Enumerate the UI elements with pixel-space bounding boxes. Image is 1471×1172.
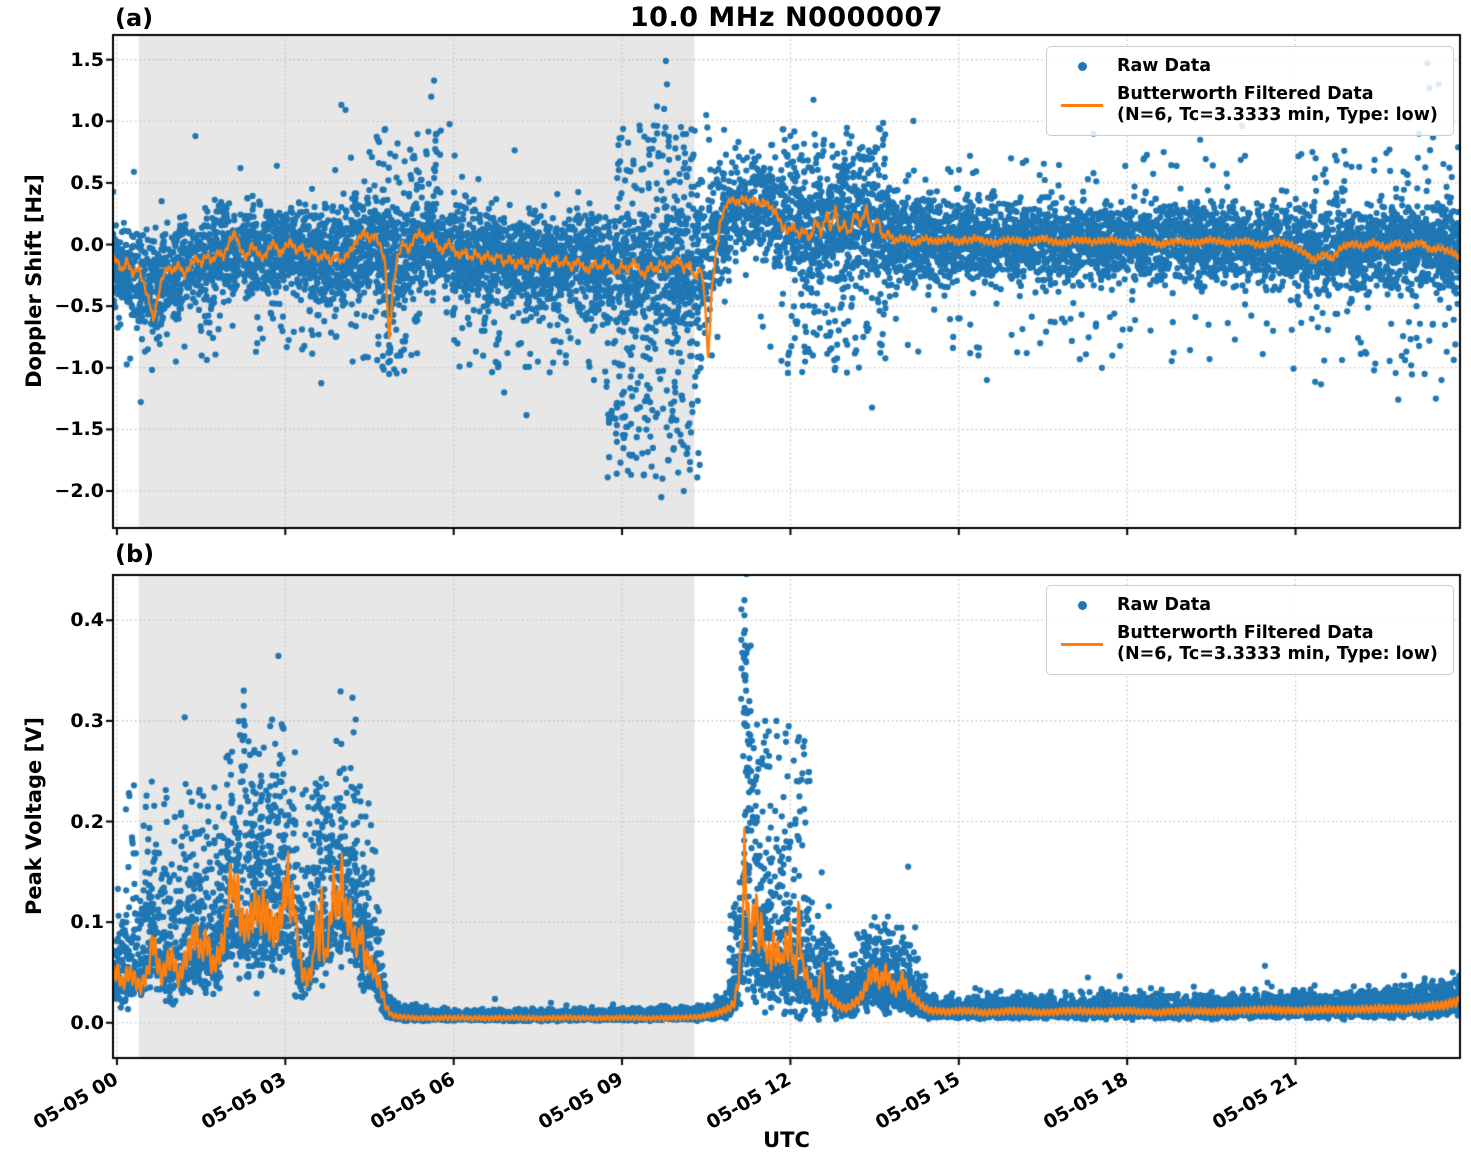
legend-item-filtered-data: Butterworth Filtered Data (N=6, Tc=3.333…	[1059, 623, 1443, 665]
legend-filtered-params: (N=6, Tc=3.3333 min, Type: low)	[1117, 105, 1438, 125]
y-tick-label: 0.1	[70, 911, 104, 934]
legend-panel-a: Raw Data Butterworth Filtered Data (N=6,…	[1046, 46, 1454, 136]
legend-filtered-params: (N=6, Tc=3.3333 min, Type: low)	[1117, 644, 1438, 664]
y-tick-label: 0.0	[70, 1011, 104, 1034]
y-tick-label: 0.5	[70, 171, 104, 194]
raw-data-marker-icon	[1059, 601, 1105, 610]
legend-raw-label: Raw Data	[1117, 56, 1212, 76]
panel-a-label: (a)	[115, 4, 154, 32]
legend-item-filtered-data: Butterworth Filtered Data (N=6, Tc=3.333…	[1059, 84, 1443, 126]
filtered-line-marker-icon	[1059, 103, 1105, 107]
y-tick-label: −2.0	[54, 480, 104, 503]
chart-title: 10.0 MHz N0000007	[629, 2, 944, 33]
y-tick-label: 0.3	[70, 709, 104, 732]
raw-data-marker-icon	[1059, 62, 1105, 71]
legend-raw-label: Raw Data	[1117, 595, 1212, 615]
y-tick-label: 0.4	[70, 609, 104, 632]
panel-b-label: (b)	[115, 540, 155, 568]
y-tick-label: 1.5	[70, 48, 104, 71]
legend-item-raw-data: Raw Data	[1059, 595, 1443, 616]
y-tick-label: 0.2	[70, 810, 104, 833]
x-axis-label-utc: UTC	[763, 1128, 810, 1152]
y-tick-label: −0.5	[54, 295, 104, 318]
y-tick-label: 1.0	[70, 110, 104, 133]
filtered-line-marker-icon	[1059, 642, 1105, 646]
legend-filtered-label: Butterworth Filtered Data	[1117, 84, 1374, 104]
y-tick-label: −1.5	[54, 418, 104, 441]
legend-filtered-label: Butterworth Filtered Data	[1117, 623, 1374, 643]
y-tick-label: −1.0	[54, 356, 104, 379]
legend-panel-b: Raw Data Butterworth Filtered Data (N=6,…	[1046, 585, 1454, 675]
legend-item-raw-data: Raw Data	[1059, 56, 1443, 77]
y-tick-label: 0.0	[70, 233, 104, 256]
